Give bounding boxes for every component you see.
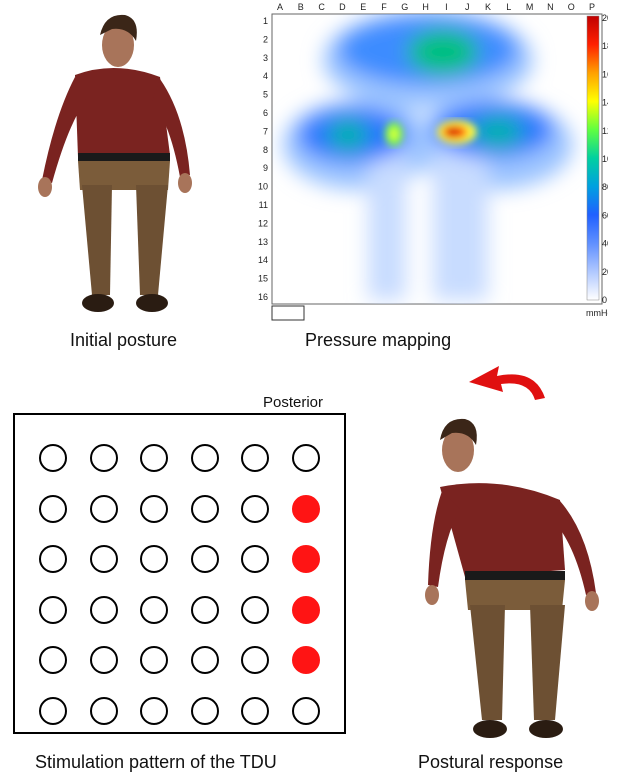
color-scale-tick-120: 120 xyxy=(602,126,608,136)
electrode xyxy=(140,595,168,624)
electrode xyxy=(89,696,118,725)
electrode xyxy=(89,646,118,674)
electrode xyxy=(241,494,269,523)
electrode xyxy=(241,595,269,624)
column-tick-O: O xyxy=(568,2,575,12)
column-tick-J: J xyxy=(465,2,470,12)
electrode-active xyxy=(291,646,320,674)
column-tick-K: K xyxy=(485,2,491,12)
row-tick-1: 1 xyxy=(263,16,268,26)
column-tick-H: H xyxy=(422,2,429,12)
tdu-stimulation-grid xyxy=(13,413,346,734)
electrode xyxy=(89,494,118,523)
electrode xyxy=(190,444,219,472)
row-tick-11: 11 xyxy=(259,200,268,210)
row-tick-5: 5 xyxy=(263,90,268,100)
electrode xyxy=(140,494,168,523)
color-scale-tick-80: 80 xyxy=(602,182,608,192)
column-tick-D: D xyxy=(339,2,346,12)
electrode xyxy=(291,444,320,472)
color-scale-tick-labels: 200180160140120100806040200 xyxy=(602,13,608,305)
electrode xyxy=(190,646,219,674)
electrode xyxy=(140,545,168,573)
row-tick-3: 3 xyxy=(263,53,268,63)
electrode-active xyxy=(291,545,320,573)
pressure-map-corner-box xyxy=(271,305,305,321)
postural-response-figure xyxy=(425,418,599,738)
column-tick-N: N xyxy=(547,2,554,12)
column-tick-G: G xyxy=(401,2,408,12)
curved-arrow-icon xyxy=(469,366,545,400)
electrode xyxy=(241,444,269,472)
electrode xyxy=(190,595,219,624)
color-scale-tick-60: 60 xyxy=(602,210,608,220)
color-scale-tick-140: 140 xyxy=(602,98,608,108)
color-scale-tick-200: 200 xyxy=(602,13,608,23)
color-scale-tick-100: 100 xyxy=(602,154,608,164)
initial-posture-caption: Initial posture xyxy=(70,330,178,350)
color-scale-unit: mmHg xyxy=(586,308,608,318)
row-tick-10: 10 xyxy=(258,182,268,192)
electrode xyxy=(39,595,67,624)
electrode xyxy=(39,696,67,725)
electrode xyxy=(190,494,219,523)
row-tick-14: 14 xyxy=(258,255,268,265)
row-tick-16: 16 xyxy=(258,292,268,302)
row-tick-13: 13 xyxy=(258,237,268,247)
electrode xyxy=(39,646,67,674)
column-tick-C: C xyxy=(318,2,325,12)
row-tick-9: 9 xyxy=(263,163,268,173)
electrode xyxy=(190,545,219,573)
electrode xyxy=(140,696,168,725)
column-tick-B: B xyxy=(298,2,304,12)
electrode xyxy=(39,444,67,472)
column-tick-I: I xyxy=(445,2,448,12)
row-tick-4: 4 xyxy=(263,71,268,81)
electrode xyxy=(89,444,118,472)
column-tick-M: M xyxy=(526,2,534,12)
color-scale-bar xyxy=(586,15,600,301)
electrode xyxy=(190,696,219,725)
row-tick-12: 12 xyxy=(258,218,268,228)
row-tick-15: 15 xyxy=(258,274,268,284)
color-scale-tick-0: 0 xyxy=(602,295,607,305)
tdu-caption: Stimulation pattern of the TDU xyxy=(35,752,277,772)
color-scale-tick-160: 160 xyxy=(602,69,608,79)
electrode xyxy=(89,545,118,573)
electrode xyxy=(241,545,269,573)
pressure-mapping-caption: Pressure mapping xyxy=(305,330,452,350)
electrode-active xyxy=(291,595,320,624)
electrode xyxy=(291,696,320,725)
row-tick-6: 6 xyxy=(263,108,268,118)
electrode xyxy=(140,444,168,472)
electrode xyxy=(241,696,269,725)
row-tick-8: 8 xyxy=(263,145,268,155)
column-tick-A: A xyxy=(277,2,283,12)
initial-posture-figure xyxy=(38,14,192,312)
posterior-label: Posterior xyxy=(263,394,324,411)
column-tick-labels: A B C D E F G H I J K L M N O P xyxy=(277,2,595,12)
color-scale-tick-40: 40 xyxy=(602,239,608,249)
color-scale-tick-180: 180 xyxy=(602,41,608,51)
postural-response-caption: Postural response xyxy=(418,752,564,772)
color-scale-tick-20: 20 xyxy=(602,267,608,277)
row-tick-7: 7 xyxy=(263,126,268,136)
column-tick-F: F xyxy=(381,2,387,12)
electrode xyxy=(140,646,168,674)
electrode xyxy=(241,646,269,674)
electrode xyxy=(39,545,67,573)
electrode xyxy=(39,494,67,523)
electrode-active xyxy=(291,494,320,523)
row-tick-2: 2 xyxy=(263,34,268,44)
column-tick-P: P xyxy=(589,2,595,12)
column-tick-E: E xyxy=(360,2,366,12)
column-tick-L: L xyxy=(506,2,511,12)
electrode xyxy=(89,595,118,624)
